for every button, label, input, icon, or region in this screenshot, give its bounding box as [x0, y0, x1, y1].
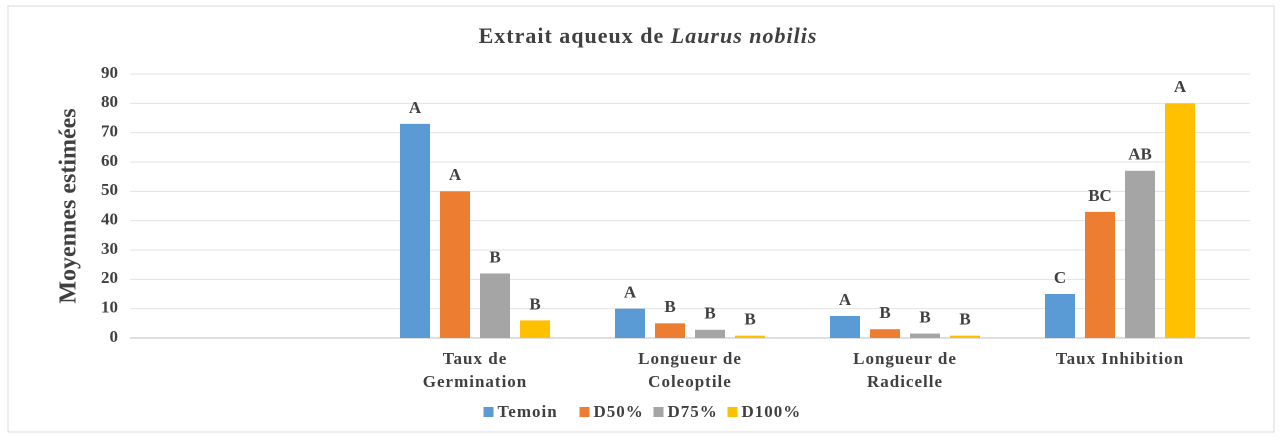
chart-frame — [7, 5, 1275, 433]
bar — [870, 329, 900, 338]
bar — [1085, 211, 1115, 338]
x-tick-label: Longueur de Coleoptile — [638, 349, 742, 391]
significance-letter: A — [839, 290, 852, 309]
legend-swatch — [579, 407, 590, 417]
title-italic: Laurus nobilis — [670, 23, 818, 48]
legend-label: D50% — [594, 402, 644, 421]
bar — [400, 123, 430, 338]
y-tick-label: 10 — [101, 298, 118, 317]
significance-letter: B — [664, 297, 675, 316]
bar — [735, 335, 765, 338]
x-tick-label: Longueur de Radicelle — [853, 349, 957, 391]
bar — [910, 333, 940, 338]
bar — [1045, 294, 1075, 338]
legend-swatch — [653, 407, 664, 417]
significance-letter: BC — [1088, 186, 1112, 205]
bar — [695, 329, 725, 338]
bar — [480, 273, 510, 338]
x-tick-line: Longueur de — [853, 349, 957, 368]
x-tick-label: Taux de Germination — [423, 349, 528, 391]
y-axis-label: Moyennes estimées — [56, 108, 82, 303]
y-tick-label: 90 — [101, 63, 118, 82]
bar — [1165, 103, 1195, 338]
y-tick-label: 70 — [101, 122, 118, 141]
significance-letter: B — [959, 310, 970, 329]
legend-label: D100% — [742, 402, 802, 421]
y-tick-label: 30 — [101, 239, 118, 258]
significance-letter: B — [489, 247, 500, 266]
bar — [520, 320, 550, 338]
significance-letter: A — [1174, 77, 1187, 96]
y-tick-label: 0 — [110, 327, 119, 346]
x-tick-line: Taux de — [443, 349, 507, 368]
x-tick-line: Radicelle — [867, 372, 943, 391]
y-tick-label: 60 — [101, 151, 118, 170]
chart-title: Extrait aqueux de Laurus nobilis — [479, 23, 818, 48]
y-tick-label: 50 — [101, 180, 118, 199]
significance-letter: B — [744, 310, 755, 329]
bar — [655, 323, 685, 338]
y-tick-label: 20 — [101, 268, 118, 287]
significance-letter: A — [449, 165, 462, 184]
y-tick-label: 80 — [101, 92, 118, 111]
bar — [1125, 170, 1155, 338]
significance-letter: B — [529, 294, 540, 313]
legend-swatch — [483, 407, 494, 417]
x-tick-line: Taux Inhibition — [1056, 349, 1184, 368]
significance-letter: B — [879, 303, 890, 322]
y-tick-label: 40 — [101, 210, 118, 229]
legend-label: D75% — [668, 402, 718, 421]
x-tick-line: Germination — [423, 372, 528, 391]
legend-label: Temoin — [498, 402, 558, 421]
significance-letter: A — [624, 283, 637, 302]
legend-swatch — [727, 407, 738, 417]
x-tick-line: Coleoptile — [648, 372, 732, 391]
title-part: Extrait aqueux de — [479, 23, 665, 48]
significance-letter: B — [704, 304, 715, 323]
bar — [950, 335, 980, 338]
significance-letter: A — [409, 98, 422, 117]
significance-letter: B — [919, 308, 930, 327]
x-tick-label: Taux Inhibition — [1056, 349, 1184, 368]
bar — [830, 316, 860, 338]
bar — [615, 308, 645, 338]
significance-letter: AB — [1128, 145, 1152, 164]
significance-letter: C — [1054, 268, 1066, 287]
x-tick-line: Longueur de — [638, 349, 742, 368]
bar — [440, 191, 470, 338]
